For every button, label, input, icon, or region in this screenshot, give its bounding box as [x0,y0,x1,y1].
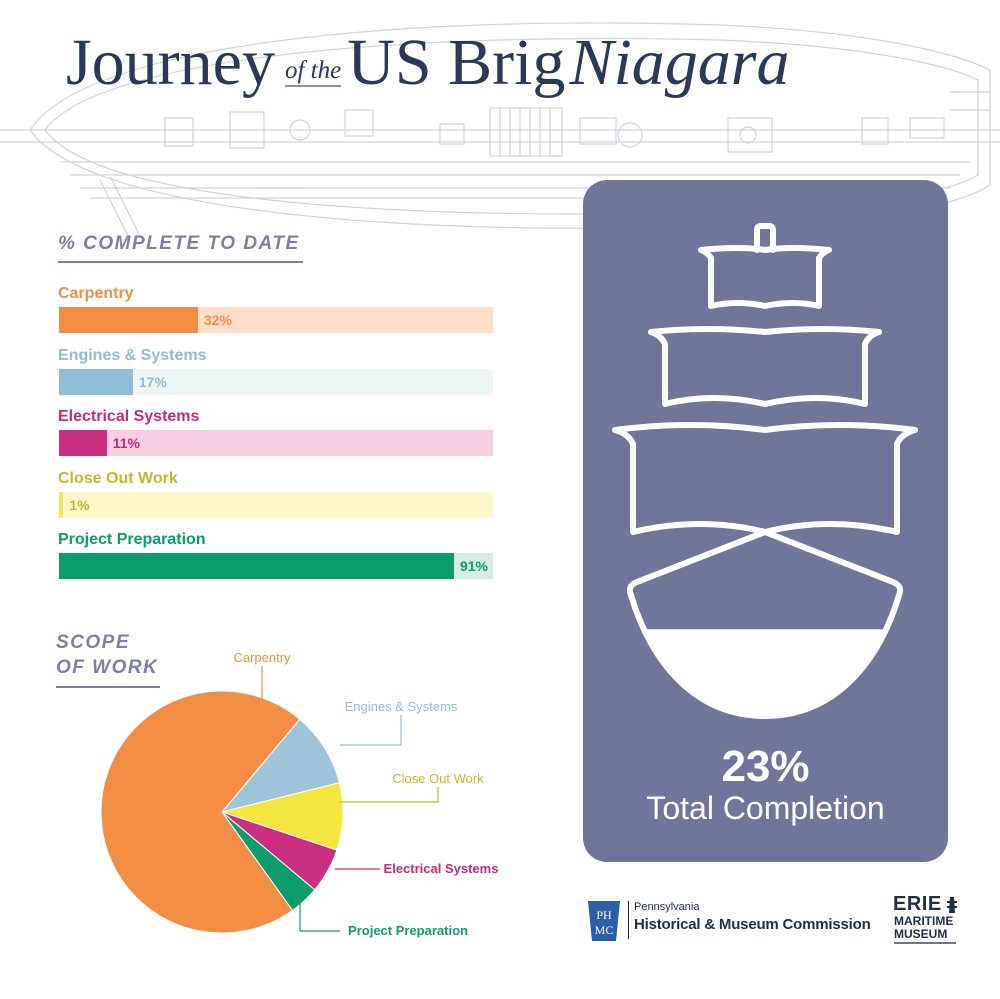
bar-track-engines-systems: 17% [59,368,493,395]
bar-value-engines-systems: 17% [138,373,167,390]
bar-track-close-out-work: 1% [59,491,493,518]
emm-maritime-text: MARITIME [894,914,954,928]
pie-slice-engines-systems [220,718,341,813]
keystone-logo-icon: PH MC [588,901,620,941]
pie-leader-close-out-work [340,787,439,803]
pie-label-project-preparation: Project Preparation [348,923,468,938]
bar-value-carpentry: 32% [203,312,232,328]
title-journey: Journey [66,26,275,99]
total-completion-label: Total Completion [646,790,885,826]
emm-erie-text: ERIE [893,893,942,915]
pie-label-engines-systems: Engines & Systems [345,699,458,714]
pie-label-close-out-work: Close Out Work [392,771,484,786]
scope-heading: SCOPE OF WORK [56,630,160,688]
bar-fill-project-preparation [59,553,454,579]
bar-fill-close-out-work [59,491,64,518]
bar-value-close-out-work: 1% [69,496,90,513]
ship-icon [612,223,918,719]
phmc-commission-name: Historical & Museum Commission [634,916,871,933]
logo-divider [628,901,629,939]
bar-fill-engines-systems [59,368,133,395]
bar-value-electrical-systems: 11% [112,435,140,451]
bar-track-project-preparation: 91% [59,553,493,579]
bar-label-engines-systems: Engines & Systems [58,346,207,364]
pie-label-carpentry: Carpentry [233,650,291,665]
pie-leader-project-preparation [299,902,340,932]
total-completion-value: 23% [721,742,810,791]
title-of-the: of the [284,57,342,87]
ship-deck-plan-drawing [0,22,1000,241]
title-us-brig: US Brig [347,26,566,99]
emm-tagline-mark [894,942,956,944]
bar-fill-electrical-systems [59,430,107,456]
erie-maritime-museum-logo: ERIE MARITIME MUSEUM [893,893,973,953]
bar-label-project-preparation: Project Preparation [58,531,206,548]
hull-fill-level [629,629,901,716]
phmc-state-name: Pennsylvania [634,901,700,913]
pie-slice-carpentry [100,690,301,934]
bar-label-carpentry: Carpentry [58,285,134,302]
bar-track-electrical-systems: 11% [59,430,493,456]
title-niagara: Niagara [569,26,790,99]
pie-leader-engines-systems [340,715,402,746]
keystone-logo-text-bottom: MC [595,923,614,937]
lighthouse-icon [947,897,957,913]
bar-fill-carpentry [59,307,198,333]
emm-museum-text: MUSEUM [894,927,948,941]
total-completion-card: 23% Total Completion [583,180,948,862]
bar-label-close-out-work: Close Out Work [58,469,178,487]
phmc-logo: PH MC Pennsylvania Historical & Museum C… [584,897,874,947]
bar-label-electrical-systems: Electrical Systems [58,408,200,425]
progress-heading: % COMPLETE TO DATE [58,233,303,263]
page-title: Journey of theUS Brig Niagara [66,30,789,96]
bar-track-carpentry: 32% [59,307,493,333]
scope-pie-chart: Carpentry Engines & Systems Close Out Work… [100,650,499,938]
keystone-logo-text-top: PH [596,908,612,922]
bar-value-project-preparation: 91% [459,558,488,574]
pie-label-electrical-systems: Electrical Systems [384,861,499,876]
